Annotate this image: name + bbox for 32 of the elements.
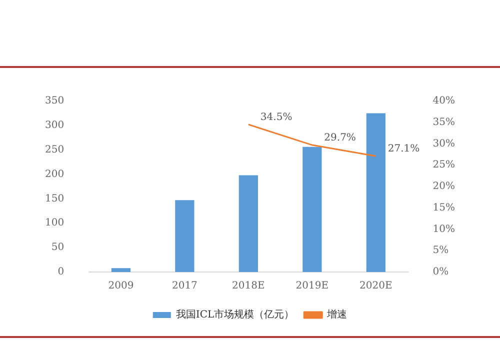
y-tick-label: 0 <box>58 266 64 278</box>
legend-label: 增速 <box>326 308 348 321</box>
y2-tick-label: 40% <box>432 96 456 107</box>
y-tick-label: 100 <box>44 218 64 229</box>
bar <box>111 268 131 272</box>
y2-tick-label: 15% <box>432 202 456 214</box>
y-tick-label: 350 <box>44 96 64 107</box>
bar <box>238 175 258 272</box>
y-tick-label: 200 <box>44 168 64 180</box>
y2-tick-label: 30% <box>432 138 456 150</box>
y2-tick-label: 25% <box>432 160 456 171</box>
y-tick-label: 250 <box>44 144 64 156</box>
x-tick-label: 2017 <box>172 280 198 292</box>
data-label: 27.1% <box>388 144 420 155</box>
data-label: 34.5% <box>260 112 292 124</box>
y-tick-label: 300 <box>44 120 64 132</box>
y2-tick-label: 0% <box>432 266 449 278</box>
y2-tick-label: 5% <box>432 245 449 256</box>
bar <box>175 200 194 272</box>
bar <box>302 146 322 272</box>
x-tick-label: 2018E <box>232 280 265 292</box>
bar <box>366 113 386 272</box>
y2-tick-label: 35% <box>432 116 456 128</box>
x-tick-label: 2009 <box>108 280 134 292</box>
y2-tick-label: 10% <box>432 224 456 235</box>
data-label: 29.7% <box>324 132 356 144</box>
legend-label: 我国ICL市场规模（亿元） <box>176 308 294 321</box>
y2-tick-label: 20% <box>432 181 456 192</box>
x-tick-label: 2020E <box>360 280 392 292</box>
y-tick-label: 50 <box>51 242 64 254</box>
y-tick-label: 150 <box>44 193 64 204</box>
x-tick-label: 2019E <box>296 280 329 292</box>
